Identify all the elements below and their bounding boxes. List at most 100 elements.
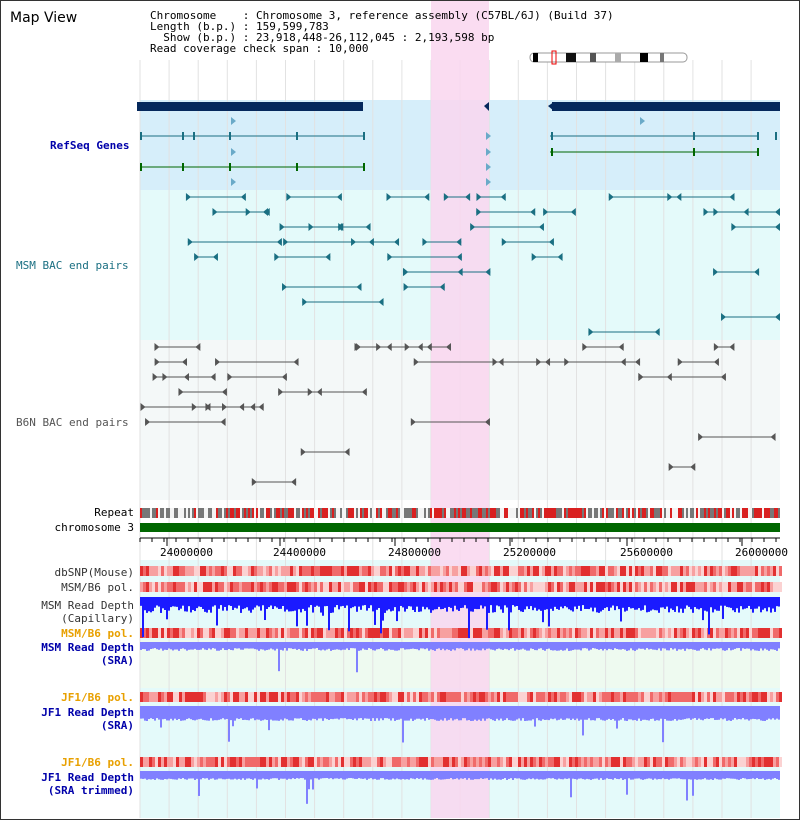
read-depth-bar [490,771,492,779]
read-depth-bar [214,597,216,606]
repeat-segment [652,508,654,518]
polymorphism-cell [719,692,722,702]
read-depth-bar [296,597,298,627]
bac-end [713,268,719,276]
polymorphism-cell [689,757,692,767]
read-depth-bar [468,642,470,649]
read-depth-bar [290,642,292,649]
repeat-segment [418,508,420,518]
read-depth-bar [358,706,360,719]
read-depth-bar [584,771,586,780]
gene-marker [231,178,236,186]
polymorphism-cell [434,757,437,767]
polymorphism-cell [335,757,338,767]
read-depth-bar [608,597,610,611]
polymorphism-cell [140,757,143,767]
polymorphism-cell [665,582,668,592]
read-depth-bar [758,597,760,607]
read-depth-bar [220,706,222,720]
polymorphism-cell [386,628,389,638]
repeat-segment [604,508,606,518]
polymorphism-cell [458,582,461,592]
read-depth-bar [334,771,336,779]
repeat-segment [196,508,198,518]
read-depth-bar [272,706,274,721]
read-depth-bar [530,771,532,780]
read-depth-bar [550,771,552,779]
read-depth-bar [244,597,246,609]
repeat-segment [510,508,512,518]
polymorphism-cell [488,628,491,638]
polymorphism-cell [593,582,596,592]
polymorphism-cell [326,566,329,576]
polymorphism-cell [425,692,428,702]
polymorphism-cell [416,757,419,767]
polymorphism-cell [683,628,686,638]
read-depth-bar [514,706,516,721]
read-depth-bar [728,642,730,649]
read-depth-bar [730,642,732,651]
read-depth-bar [162,642,164,651]
polymorphism-cell [416,566,419,576]
polymorphism-cell [410,566,413,576]
polymorphism-cell [533,628,536,638]
read-depth-bar [226,706,228,719]
read-depth-bar [652,642,654,650]
bac-end [531,253,537,261]
polymorphism-cell [188,692,191,702]
polymorphism-cell [332,582,335,592]
repeat-segment [242,508,244,518]
track-label-refseq[interactable]: RefSeq Genes [50,139,130,152]
polymorphism-cell [431,692,434,702]
read-depth-bar [660,706,662,719]
read-depth-bar [176,771,178,780]
read-depth-bar [366,642,368,650]
polymorphism-cell [281,582,284,592]
polymorphism-cell [149,582,152,592]
polymorphism-cell [203,757,206,767]
polymorphism-cell [593,628,596,638]
read-depth-bar [300,597,302,613]
polymorphism-cell [494,582,497,592]
read-depth-bar [148,771,150,780]
polymorphism-cell [260,757,263,767]
polymorphism-cell [776,582,779,592]
polymorphism-cell [158,757,161,767]
read-depth-bar [380,597,382,634]
repeat-segment [246,508,248,518]
repeat-segment [646,508,648,518]
polymorphism-cell [617,566,620,576]
polymorphism-cell [344,582,347,592]
read-depth-bar [676,771,678,779]
polymorphism-cell [461,757,464,767]
polymorphism-cell [620,566,623,576]
read-depth-bar [672,771,674,779]
read-depth-bar [772,597,774,609]
polymorphism-cell [281,566,284,576]
polymorphism-cell [530,757,533,767]
repeat-segment [508,508,510,518]
polymorphism-cell [230,757,233,767]
polymorphism-cell [746,582,749,592]
polymorphism-cell [227,757,230,767]
repeat-segment [156,508,158,518]
read-depth-bar [270,597,272,606]
read-depth-bar [554,771,556,780]
read-depth-bar [260,642,262,650]
polymorphism-cell [542,582,545,592]
read-depth-bar [702,642,704,649]
polymorphism-cell [530,692,533,702]
read-depth-bar [714,597,716,610]
read-depth-bar [602,771,604,780]
polymorphism-cell [698,692,701,702]
repeat-segment [430,508,432,518]
ideogram-band [590,53,596,62]
bac-end [426,343,432,351]
read-depth-bar [420,597,422,612]
read-depth-bar [688,597,690,607]
read-depth-bar [386,771,388,780]
track-label-b6n-bac[interactable]: B6N BAC end pairs [16,416,129,429]
track-label-msm-bac[interactable]: MSM BAC end pairs [16,259,129,272]
polymorphism-cell [674,628,677,638]
